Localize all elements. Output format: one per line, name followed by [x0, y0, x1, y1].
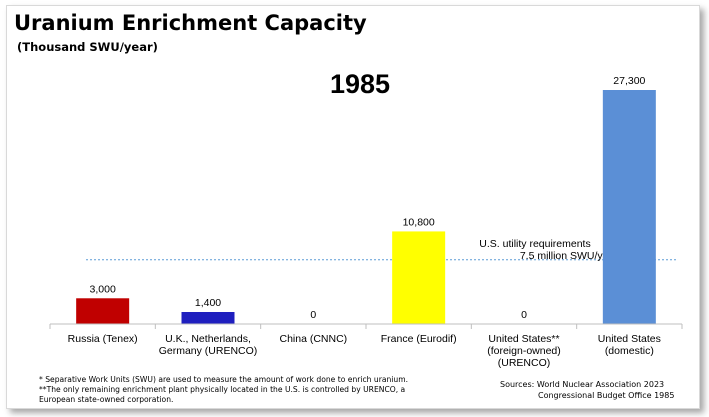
- source-line-2: Congressional Budget Office 1985: [538, 391, 675, 400]
- category-label-4-1: (foreign-owned): [487, 345, 561, 357]
- footnotes: * Separative Work Units (SWU) are used t…: [39, 375, 459, 405]
- chart-subtitle: (Thousand SWU/year): [17, 40, 158, 54]
- bar-3: [392, 231, 446, 324]
- category-label-5-1: (domestic): [605, 345, 654, 357]
- category-label-1-0: U.K., Netherlands,: [165, 333, 251, 345]
- category-label-4-2: (URENCO): [498, 357, 551, 369]
- chart-title: Uranium Enrichment Capacity: [14, 11, 367, 35]
- footnote-urenco-cont: European state-owned corporation.: [39, 395, 174, 404]
- category-label-1-1: Germany (URENCO): [159, 345, 258, 357]
- category-label-3-0: France (Eurodif): [381, 333, 457, 345]
- category-label-2-0: China (CNNC): [279, 333, 347, 345]
- value-label-4: 0: [521, 309, 527, 321]
- category-label-4-0: United States**: [488, 333, 559, 345]
- year-label: 1985: [330, 69, 391, 99]
- value-label-5: 27,300: [613, 75, 645, 87]
- bar-5: [602, 90, 656, 324]
- sources: Sources: World Nuclear Association 2023 …: [500, 379, 674, 401]
- reference-label-2: 7.5 million SWU/yr: [520, 250, 607, 262]
- footnote-swu: * Separative Work Units (SWU) are used t…: [39, 375, 409, 384]
- reference-label-1: U.S. utility requirements: [479, 238, 590, 250]
- bar-0: [76, 298, 130, 324]
- chart-frame: [6, 5, 700, 409]
- value-label-1: 1,400: [195, 297, 221, 309]
- category-label-5-0: United States: [598, 333, 661, 345]
- value-label-3: 10,800: [403, 216, 435, 228]
- value-label-0: 3,000: [90, 283, 116, 295]
- value-label-2: 0: [310, 309, 316, 321]
- category-label-0-0: Russia (Tenex): [68, 333, 138, 345]
- source-line-1: Sources: World Nuclear Association 2023: [500, 380, 665, 389]
- footnote-urenco: **The only remaining enrichment plant ph…: [39, 385, 406, 394]
- bar-1: [181, 312, 235, 324]
